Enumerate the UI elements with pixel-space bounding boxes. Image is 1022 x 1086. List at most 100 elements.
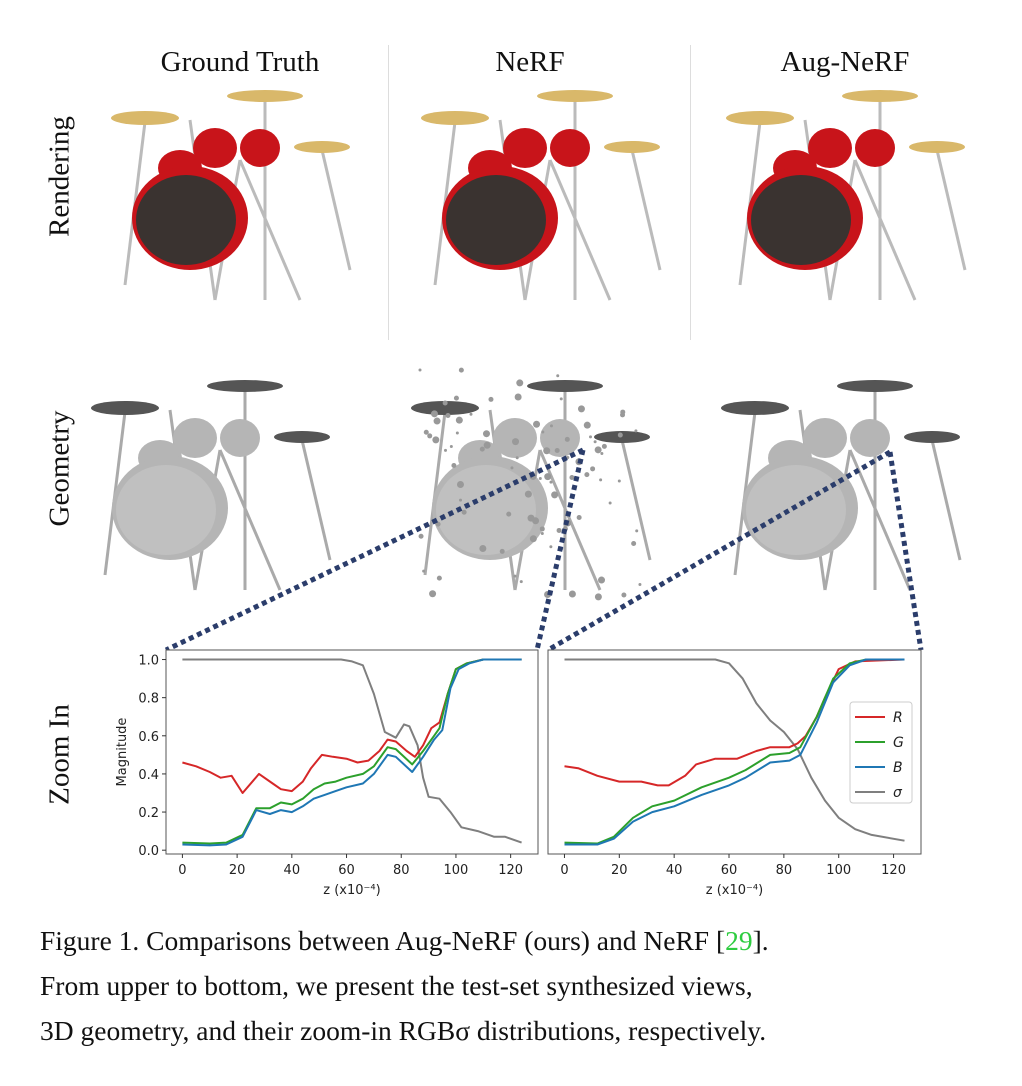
legend-label: R [893,710,903,726]
cymbal [904,431,960,443]
geometry-noise [559,397,563,401]
legend-label: σ [893,785,903,801]
cymbal [909,141,965,153]
geometry-noise [599,478,603,482]
geometry-noise [568,590,576,598]
x-tick-label: 0 [560,863,568,878]
geometry-noise [549,424,553,428]
geometry-noise [569,475,575,481]
geometry-noise [427,433,433,439]
stand [300,439,332,561]
geometry-noise [456,480,464,488]
bass-drum-head [436,465,536,555]
geometry-noise [543,447,551,455]
stand [538,449,602,591]
geometry-noise [638,583,642,587]
geometry-noise [617,479,621,483]
geometry-noise [436,575,442,581]
series-line-B [182,658,522,847]
y-tick-label: 0.4 [138,768,159,783]
legend-label: G [893,735,904,751]
series-line-G [182,658,522,845]
geometry-noise [499,548,505,554]
series-line-sigma [182,658,522,844]
chart-nerf: 0 20 40 60 80 100 120 0.0 0.2 0.4 0.6 0.8 1.0 z (x10⁻… [115,649,539,898]
geometry-noise [544,473,552,481]
column-divider [690,45,691,340]
geometry-noise [429,590,437,598]
column-header-ground-truth: Ground Truth [160,46,320,78]
geometry-noise [576,514,582,520]
geometry-noise [453,395,459,401]
figure-art: 0 20 40 60 80 100 120 0.0 0.2 0.4 0.6 0.8 1.0 z (x10⁻… [91,90,967,898]
geometry-noise [598,576,606,584]
geometry-noise [449,444,453,448]
legend-box [849,701,913,804]
x-axis-label: z (x10⁻⁴) [323,883,380,898]
drum-kit-images [91,90,967,601]
series-line-sigma [564,658,905,842]
stand [620,439,652,561]
x-tick-label: 60 [338,863,355,878]
geometry-noise [564,436,570,442]
series-line-B [564,658,905,846]
series-line-G [564,658,905,845]
geometry-noise [541,430,545,434]
y-tick-label: 0.8 [138,692,159,707]
geometry-noise [529,535,537,543]
geometry-noise [589,435,593,439]
geometry-noise [635,529,639,533]
x-tick-label: 0 [178,863,186,878]
geometry-noise [556,374,560,378]
stand [935,149,967,271]
tom-drum [173,418,217,458]
x-tick-label: 80 [776,863,793,878]
geometry-noise [469,412,473,416]
zoom-connector-lines [164,447,924,653]
cymbal [604,141,660,153]
rendered-drum-kit [111,90,352,301]
geometry-drum-kit [721,380,962,591]
y-axis-label: Magnitude [115,718,130,787]
cymbal [537,90,613,102]
cymbal [294,141,350,153]
geometry-noise [514,393,522,401]
tom-drum [550,129,590,167]
geometry-noise [510,466,514,470]
geometry-noise [539,526,545,532]
tom-drum [855,129,895,167]
column-header-nerf: NeRF [495,46,565,78]
geometry-noise [594,593,602,601]
geometry-noise [443,448,447,452]
bass-drum-head [751,175,851,265]
legend-label: B [893,760,903,776]
geometry-noise [488,396,494,402]
geometry-noise [590,466,596,472]
column-header-aug-nerf: Aug-NeRF [780,46,910,78]
geometry-noise [634,429,638,433]
geometry-noise [532,517,540,525]
geometry-drum-kit [411,367,652,601]
geometry-noise [432,436,440,444]
geometry-noise [533,420,541,428]
bass-drum-head [136,175,236,265]
geometry-noise [483,441,491,449]
geometry-noise [617,432,623,438]
geometry-noise [524,490,532,498]
zoom-connector-line [546,449,892,653]
geometry-noise [516,379,524,387]
geometry-noise [515,456,519,460]
cymbal [274,431,330,443]
geometry-noise [621,592,627,598]
x-tick-label: 40 [284,863,301,878]
geometry-noise [418,533,424,539]
stand [853,159,917,301]
citation-link[interactable]: 29 [725,925,753,956]
column-divider [388,45,389,340]
zoom-connector-line [887,451,924,651]
geometry-noise [512,438,520,446]
caption-line-1: Figure 1. Comparisons between Aug-NeRF (… [40,918,1000,963]
geometry-noise [445,412,451,418]
cymbal [411,401,479,415]
geometry-noise [631,541,637,547]
